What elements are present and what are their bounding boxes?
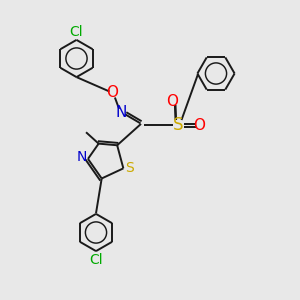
Text: Cl: Cl	[89, 253, 103, 266]
Text: S: S	[173, 116, 184, 134]
Text: N: N	[77, 150, 87, 164]
Text: O: O	[167, 94, 178, 109]
Text: O: O	[194, 118, 206, 133]
Text: O: O	[106, 85, 119, 100]
Text: Cl: Cl	[69, 25, 83, 38]
Text: N: N	[116, 105, 127, 120]
Text: S: S	[125, 161, 134, 176]
